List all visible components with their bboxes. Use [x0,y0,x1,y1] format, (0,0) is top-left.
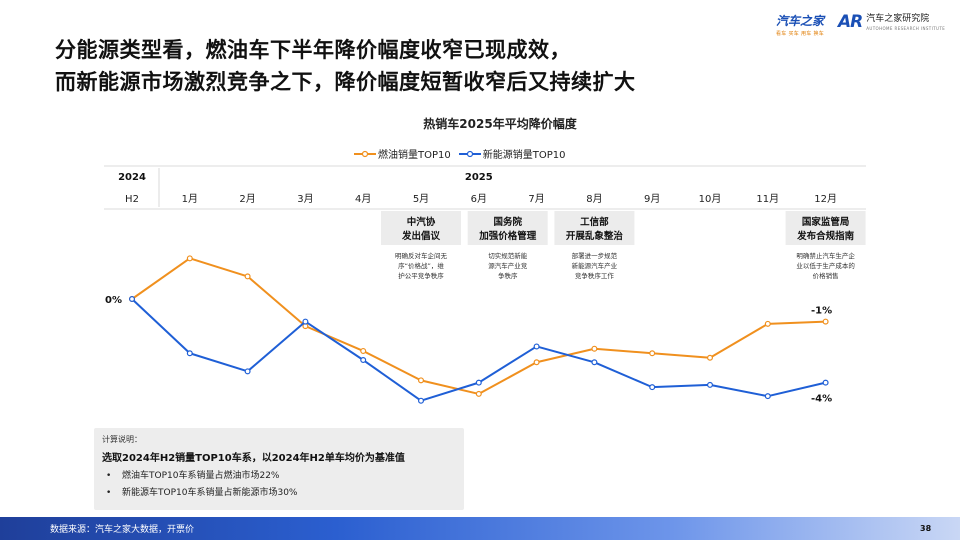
data-point [129,296,136,303]
data-point [591,345,598,352]
annotation-desc-line: 竞争秩序工作 [575,271,615,280]
legend-label-nev: 新能源销量TOP10 [482,150,566,161]
data-point [706,354,713,361]
annotation-subtitle: 发出倡议 [401,230,441,242]
autohome-slogan: 看车 买车 用车 换车 [776,31,825,37]
data-point [591,359,598,366]
year-label: 2025 [465,172,493,183]
bullet-symbol: • [106,471,112,481]
data-label: -4% [811,394,832,405]
data-point [764,320,771,327]
annotation-subtitle: 开展乱象整治 [566,230,624,242]
data-source: 数据来源：汽车之家大数据，开票价 [50,525,195,535]
data-point [186,255,193,262]
annotation-title: 国家监管局 [802,216,850,228]
chart-title: 热销车2025年平均降价幅度 [423,117,577,131]
annotation-desc-line: 部署进一步规范 [572,251,618,260]
headline-line-2: 而新能源市场激烈竞争之下，降价幅度短暂收窄后又持续扩大 [55,70,636,94]
annotation-title: 国务院 [493,216,522,228]
note-label: 计算说明： [102,435,142,444]
note-main: 选取2024年H2销量TOP10车系，以2024年H2单车均价为基准值 [102,453,405,464]
autohome-logo-text: 汽车之家 [776,14,825,28]
annotation-desc-line: 价格销售 [813,271,839,280]
data-point [360,357,367,364]
data-label: -1% [811,306,832,317]
annotation-desc-line: 切实规范新能 [488,251,528,260]
annotation-desc-line: 新能源汽车产业 [572,261,618,270]
annotation-title: 中汽协 [407,216,436,228]
data-point [706,381,713,388]
data-point [475,379,482,386]
data-point [649,384,656,391]
x-tick-label: 9月 [644,193,660,205]
data-point [822,318,829,325]
page-number: 38 [920,524,932,533]
data-point [764,393,771,400]
annotation-desc-line: 源汽车产业竞 [488,261,528,270]
bullet-symbol: • [106,488,112,498]
data-point [186,350,193,357]
data-point [649,350,656,357]
x-tick-label: 6月 [471,193,487,205]
data-point [533,359,540,366]
data-point [475,390,482,397]
research-institute-name: 汽车之家研究院 [866,14,930,24]
note-bullet: • 燃油车TOP10车系销量占燃油市场22% [102,468,456,485]
note-bullet: • 新能源车TOP10车系销量占新能源市场30% [102,485,456,502]
annotation-desc-line: 争秩序 [498,271,518,280]
annotation-box [554,211,635,245]
annotation-box [785,211,866,245]
x-tick-label: 4月 [355,193,371,205]
x-tick-label: 12月 [814,193,837,205]
annotation-box [467,211,548,245]
data-point [244,273,251,280]
annotation-subtitle: 发布合规指南 [796,230,855,242]
annotation-desc-line: 明确禁止汽车生产企 [796,251,855,260]
ar-logo-letters: AR [838,12,863,32]
calculation-note: 计算说明： 选取2024年H2销量TOP10车系，以2024年H2单车均价为基准… [94,428,464,510]
x-tick-label: 11月 [756,193,779,205]
footer-bar: 数据来源：汽车之家大数据，开票价 [0,517,960,540]
research-institute-logo: AR 汽车之家研究院 AUTOHOME RESEARCH INSTITUTE [838,12,945,32]
data-label: 0% [105,295,122,306]
data-point [533,343,540,350]
ar-logo-mark: AR [838,12,863,32]
x-tick-label: 7月 [528,193,544,205]
legend-label-fuel: 燃油销量TOP10 [378,150,451,161]
annotation-subtitle: 加强价格管理 [478,230,537,242]
x-tick-label: 2月 [239,193,255,205]
legend-swatch-nev [458,150,481,157]
x-tick-label: 3月 [297,193,313,205]
legend-item-fuel: 燃油销量TOP10 [354,146,451,161]
data-point [302,318,309,325]
x-tick-label: 5月 [413,193,429,205]
data-point [418,397,425,404]
annotation-desc-line: 明确反对车企间无 [395,251,448,260]
research-institute-english: AUTOHOME RESEARCH INSTITUTE [866,26,946,31]
annotation-desc-line: 护公平竞争秩序 [398,271,444,280]
annotation-desc-line: 业以低于生产成本的 [796,261,855,270]
data-point [822,379,829,386]
x-tick-label: 8月 [586,193,602,205]
autohome-logo: 汽车之家 看车 买车 用车 换车 [776,12,824,37]
year-label: 2024 [118,172,146,183]
x-tick-label: 1月 [182,193,198,205]
legend-swatch-fuel [354,150,376,157]
note-bullet-text: 燃油车TOP10车系销量占燃油市场22% [122,471,280,481]
annotation-box [381,211,461,245]
annotation-title: 工信部 [580,216,609,228]
chart-legend: 燃油销量TOP10 新能源销量TOP10 [354,146,573,161]
data-point [360,347,367,354]
annotation-desc-line: 序“价格战”，维 [398,261,444,270]
series-line-fuel [131,257,826,395]
x-tick-label: 10月 [699,193,722,205]
legend-item-nev: 新能源销量TOP10 [458,146,566,161]
data-point [418,377,425,384]
note-bullet-text: 新能源车TOP10车系销量占新能源市场30% [122,488,298,498]
data-point [244,368,251,375]
x-tick-label: H2 [125,194,139,205]
headline-line-1: 分能源类型看，燃油车下半年降价幅度收窄已现成效， [55,38,571,62]
